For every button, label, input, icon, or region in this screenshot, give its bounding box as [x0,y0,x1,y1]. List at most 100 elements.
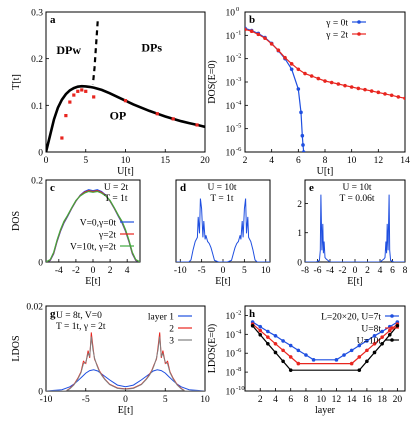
data-point [273,341,278,346]
data-point [250,324,255,328]
data-point [395,324,400,328]
annotation-text: U = 10t [207,183,236,193]
data-point [296,87,301,91]
data-point [273,350,278,355]
y-tick-label: 2 [297,200,302,210]
legend-marker [390,326,394,330]
x-tick-label: 5 [83,156,88,166]
legend-label: γ = 0t [325,19,348,29]
data-point [387,328,392,333]
x-tick-label: 8 [323,156,328,166]
y-tick-exponent: -8 [236,366,241,373]
y-tick-label: 10 [226,102,236,112]
data-point [356,86,361,91]
y-axis-label: DOS(E=0) [207,60,218,103]
data-point [301,150,306,152]
data-point [76,89,80,93]
data-point [266,329,270,334]
panel-label-h: h [249,308,255,320]
data-point [303,71,307,76]
x-tick-label: 0 [44,156,49,166]
data-point [304,353,308,357]
y-tick-label: 0.02 [26,303,43,313]
x-tick-label: 10 [261,266,271,276]
series-line-0 [305,194,405,262]
legend-label: V=0,γ=0t [80,219,117,229]
x-tick-label: -5 [198,266,206,276]
x-tick-label: 4 [378,266,383,276]
series-line-1 [46,332,205,391]
data-point [323,79,327,83]
data-point [334,358,339,362]
x-axis-label: E[t] [215,276,231,287]
data-point [288,368,293,372]
x-tick-label: 2 [108,266,113,276]
data-point [289,67,294,72]
y-tick-label: 0 [38,259,43,269]
x-tick-label: 5 [242,266,247,276]
panel-label-g: g [50,308,56,320]
x-tick-label: 6 [390,266,395,276]
data-point [258,332,263,337]
series-group-g [46,332,205,391]
x-tick-label: -2 [72,266,80,276]
data-point [171,117,175,121]
data-point [281,348,285,353]
x-tick-label: 0 [123,395,128,405]
x-tick-label: 2 [258,395,263,405]
plot-frame-a [45,11,206,153]
y-tick-label: 0 [38,388,43,398]
legend-label: γ=2t [98,231,116,241]
data-point [380,329,384,334]
legend-label: L=20×20, U=7t [321,313,381,323]
data-point [342,353,346,357]
series-line-2 [46,336,205,391]
data-point [343,83,347,88]
data-point [372,333,377,338]
y-tick-label: 10 [226,55,236,65]
y-tick-label: 10 [226,125,236,135]
y-tick-label: 10 [226,331,236,341]
data-point [263,36,267,41]
y-tick-exponent: -2 [236,53,241,60]
region-label: DPw [56,43,81,57]
y-tick-label: 0.2 [31,177,43,187]
x-tick-label: -8 [301,266,309,276]
plot-frame-h [244,305,406,392]
x-tick-label: 6 [296,156,301,166]
y-axis-label: LDOS(E=0) [207,324,218,374]
panel-g: -10 -5 0 5 10 0 0.02 E[t] LDOS g U = 8t, V=0T = 1t… [11,303,210,417]
region-label: DPs [141,41,162,55]
x-tick-label: -5 [82,395,90,405]
y-tick-label: 10 [226,369,236,379]
data-point [336,82,341,86]
x-tick-label: 10 [347,156,357,166]
x-tick-label: 18 [377,395,387,405]
panel-a: 0 5 10 15 20 0 0.1 0.2 0.3 U[t] T[t] a DPw DPs OP [11,9,210,178]
legend-label: U=10t [357,337,382,347]
series-group-c [46,189,140,262]
y-tick-label: 0.2 [31,55,43,65]
data-point [281,359,285,364]
data-point [266,335,270,339]
series-group-a [46,21,205,152]
data-point [365,339,369,343]
annotation-text: U = 10t [342,183,371,193]
y-tick-label: 1 [297,229,302,239]
data-point [376,90,381,95]
y-tick-label: 10 [226,32,236,42]
data-point [349,348,354,353]
data-point [281,339,285,343]
annotation-text: T = 1t [104,194,127,204]
y-tick-label: 0 [38,149,43,159]
panel-label-e: e [309,182,314,194]
data-point [357,355,362,359]
x-tick-label: 10 [121,156,131,166]
y-tick-exponent: -6 [236,347,242,354]
series-line-1 [245,28,405,99]
data-point [300,133,305,138]
